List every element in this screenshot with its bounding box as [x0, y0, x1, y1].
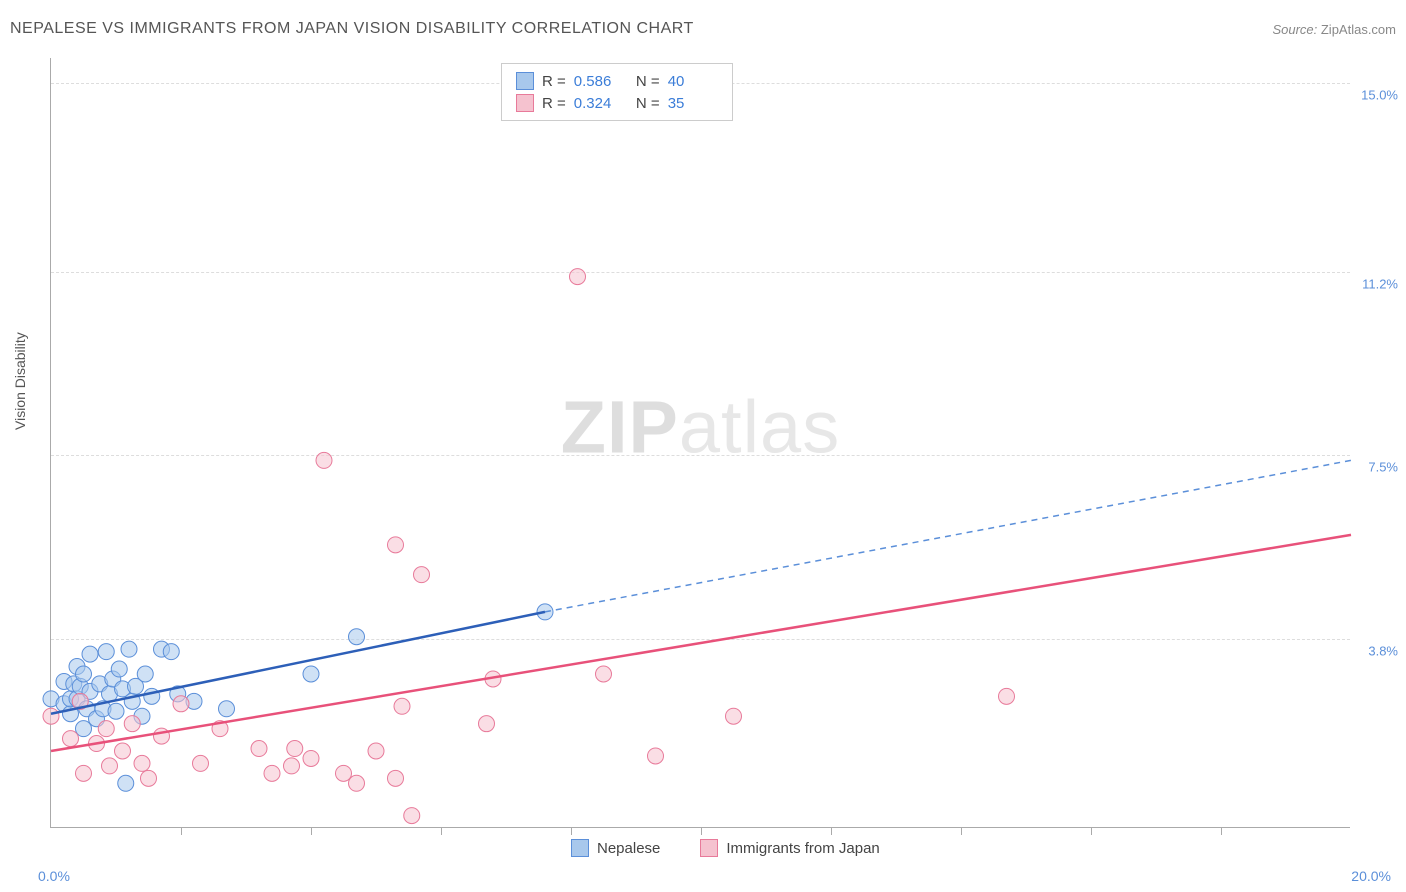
scatter-point: [137, 666, 153, 682]
legend-swatch: [700, 839, 718, 857]
scatter-point: [98, 721, 114, 737]
bottom-legend: Nepalese Immigrants from Japan: [571, 839, 880, 857]
scatter-point: [219, 701, 235, 717]
scatter-point: [726, 708, 742, 724]
scatter-point: [264, 765, 280, 781]
scatter-point: [173, 696, 189, 712]
n-label: N =: [632, 73, 660, 90]
scatter-point: [648, 748, 664, 764]
r-label: R =: [542, 73, 566, 90]
x-tick: [831, 827, 832, 835]
trend-line: [51, 612, 545, 714]
scatter-point: [63, 731, 79, 747]
scatter-point: [121, 641, 137, 657]
scatter-point: [76, 666, 92, 682]
scatter-point: [414, 567, 430, 583]
scatter-point: [284, 758, 300, 774]
legend-swatch: [571, 839, 589, 857]
scatter-point: [479, 716, 495, 732]
legend-stats-row: R = 0.586 N = 40: [516, 70, 718, 92]
bottom-legend-item: Nepalese: [571, 839, 660, 857]
legend-swatch: [516, 72, 534, 90]
legend-stats-box: R = 0.586 N = 40 R = 0.324 N = 35: [501, 63, 733, 121]
x-axis-min-label: 0.0%: [38, 868, 70, 884]
x-axis-max-label: 20.0%: [1351, 868, 1391, 884]
scatter-point: [163, 644, 179, 660]
scatter-point: [388, 537, 404, 553]
x-tick: [181, 827, 182, 835]
scatter-point: [316, 452, 332, 468]
scatter-point: [999, 688, 1015, 704]
scatter-point: [141, 770, 157, 786]
scatter-point: [134, 755, 150, 771]
n-label: N =: [632, 95, 660, 112]
scatter-point: [388, 770, 404, 786]
source-value: ZipAtlas.com: [1321, 22, 1396, 37]
scatter-point: [394, 698, 410, 714]
scatter-point: [349, 629, 365, 645]
trend-line-dashed: [545, 460, 1351, 612]
plot-area: ZIPatlas 3.8%7.5%11.2%15.0% R =0.586 N =…: [50, 58, 1350, 828]
chart-title: NEPALESE VS IMMIGRANTS FROM JAPAN VISION…: [10, 20, 694, 38]
x-tick: [961, 827, 962, 835]
source-label: Source:: [1272, 22, 1320, 37]
n-value: 40: [668, 73, 718, 90]
trend-line: [51, 535, 1351, 751]
scatter-point: [102, 758, 118, 774]
scatter-point: [349, 775, 365, 791]
chart-svg: [51, 58, 1350, 827]
source-credit: Source: ZipAtlas.com: [1272, 22, 1396, 37]
x-tick: [1221, 827, 1222, 835]
scatter-point: [43, 708, 59, 724]
legend-label: Immigrants from Japan: [726, 840, 879, 857]
legend-label: Nepalese: [597, 840, 660, 857]
scatter-point: [287, 741, 303, 757]
scatter-point: [76, 721, 92, 737]
scatter-point: [570, 269, 586, 285]
y-tick-label: 3.8%: [1368, 644, 1398, 659]
y-axis-label: Vision Disability: [12, 332, 28, 430]
y-tick-label: 11.2%: [1362, 276, 1398, 291]
scatter-point: [596, 666, 612, 682]
bottom-legend-item: Immigrants from Japan: [700, 839, 879, 857]
x-tick: [311, 827, 312, 835]
scatter-point: [303, 666, 319, 682]
legend-swatch: [516, 94, 534, 112]
scatter-point: [368, 743, 384, 759]
scatter-point: [303, 750, 319, 766]
scatter-point: [193, 755, 209, 771]
scatter-point: [115, 743, 131, 759]
scatter-point: [98, 644, 114, 660]
x-tick: [1091, 827, 1092, 835]
scatter-point: [404, 808, 420, 824]
x-tick: [441, 827, 442, 835]
scatter-point: [336, 765, 352, 781]
scatter-point: [118, 775, 134, 791]
r-label: R =: [542, 95, 566, 112]
legend-stats-row: R = 0.324 N = 35: [516, 92, 718, 114]
scatter-point: [82, 646, 98, 662]
scatter-point: [108, 703, 124, 719]
r-value: 0.324: [574, 95, 624, 112]
scatter-point: [111, 661, 127, 677]
y-tick-label: 7.5%: [1368, 460, 1398, 475]
y-tick-label: 15.0%: [1361, 87, 1398, 102]
title-bar: NEPALESE VS IMMIGRANTS FROM JAPAN VISION…: [10, 20, 1396, 38]
x-tick: [571, 827, 572, 835]
n-value: 35: [668, 95, 718, 112]
r-value: 0.586: [574, 73, 624, 90]
x-tick: [701, 827, 702, 835]
scatter-point: [76, 765, 92, 781]
scatter-point: [124, 716, 140, 732]
scatter-point: [251, 741, 267, 757]
